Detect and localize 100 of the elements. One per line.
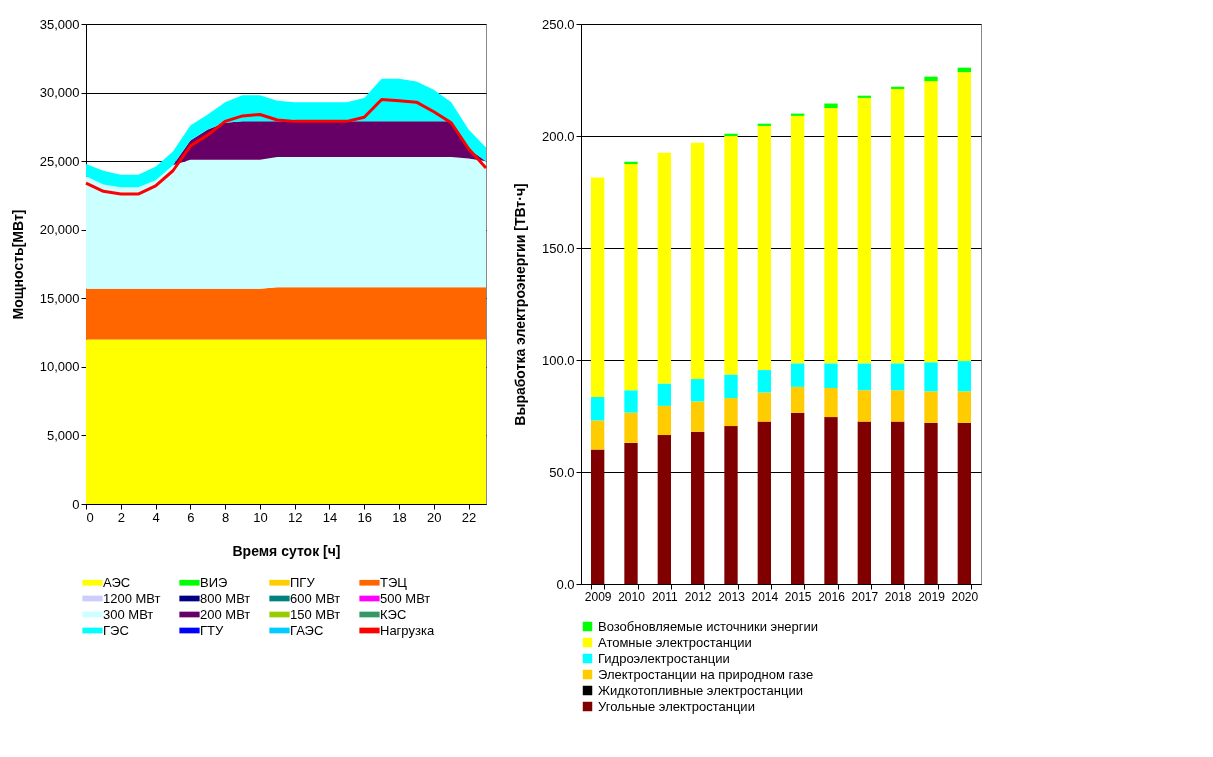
- legend-label: 800 МВт: [200, 590, 251, 606]
- bar: [824, 108, 838, 364]
- x-tick-label: 14: [322, 509, 338, 525]
- bar: [924, 391, 938, 423]
- bar: [891, 363, 905, 391]
- x-tick-label: 2017: [851, 589, 879, 604]
- bar: [957, 72, 971, 362]
- x-tick-label: 2018: [884, 589, 912, 604]
- legend-label: ГАЭС: [290, 622, 324, 638]
- bar: [891, 390, 905, 422]
- bar: [924, 76, 938, 82]
- bar: [891, 88, 905, 364]
- x-axis-title: Время суток [ч]: [232, 542, 341, 559]
- x-tick-label: 10: [253, 509, 268, 525]
- bar: [957, 422, 971, 584]
- bar: [624, 442, 638, 584]
- y-tick-label: 50.0: [549, 464, 575, 480]
- bar: [791, 412, 805, 584]
- bar: [657, 152, 671, 384]
- bar: [591, 420, 605, 450]
- bar: [857, 421, 871, 584]
- x-tick-label: 2009: [584, 589, 612, 604]
- y-tick-label: 15,000: [39, 290, 80, 306]
- bar: [724, 136, 738, 375]
- legend-label: ПГУ: [290, 574, 316, 590]
- x-tick-label: 20: [427, 509, 442, 525]
- bar: [957, 361, 971, 392]
- legend-label: 300 МВт: [103, 606, 154, 622]
- y-axis-title: Мощность[МВт]: [9, 209, 26, 320]
- x-tick-label: 6: [187, 509, 195, 525]
- bar: [857, 390, 871, 422]
- bar: [591, 396, 605, 421]
- legend-label: Электростанции на природном газе: [598, 666, 814, 682]
- bar: [924, 81, 938, 363]
- x-tick-label: 2016: [818, 589, 846, 604]
- y-tick-label: 10,000: [39, 359, 80, 375]
- legend-label: АЭС: [103, 574, 131, 590]
- bar: [657, 435, 671, 584]
- bar: [624, 164, 638, 391]
- x-tick-label: 2015: [784, 589, 812, 604]
- x-tick-label: 2: [117, 509, 125, 525]
- bar: [891, 421, 905, 584]
- bar: [824, 103, 838, 108]
- legend-label: Возобновляемые источники энергии: [598, 618, 819, 634]
- legend-label: ГЭС: [103, 622, 129, 638]
- x-tick-label: 2020: [951, 589, 979, 604]
- bar: [624, 390, 638, 413]
- bar: [724, 133, 738, 136]
- y-tick-label: 30,000: [39, 85, 80, 101]
- bar: [724, 426, 738, 584]
- x-tick-label: 2014: [751, 589, 779, 604]
- bar: [724, 398, 738, 427]
- y-axis-title: Выработка электроэнергии [ТВт·ч]: [511, 183, 528, 426]
- legend-label: 1200 МВт: [103, 590, 161, 606]
- x-tick-label: 18: [392, 509, 407, 525]
- bar: [857, 363, 871, 391]
- legend-label: ТЭЦ: [380, 574, 408, 590]
- x-tick-label: 4: [152, 509, 160, 525]
- legend-label: ВИЭ: [200, 574, 228, 590]
- legend-label: 150 МВт: [290, 606, 341, 622]
- bar: [624, 412, 638, 443]
- bar: [757, 370, 771, 393]
- legend-label: Нагрузка: [380, 622, 435, 638]
- x-tick-label: 8: [222, 509, 230, 525]
- bar: [791, 115, 805, 364]
- x-tick-label: 2012: [684, 589, 712, 604]
- bar: [824, 417, 838, 584]
- x-tick-label: 2013: [718, 589, 746, 604]
- legend-label: 500 МВт: [380, 590, 431, 606]
- x-tick-label: 2011: [651, 589, 679, 604]
- legend-label: Жидкотопливные электростанции: [598, 682, 803, 698]
- bar: [691, 379, 705, 402]
- legend-label: Атомные электростанции: [598, 634, 752, 650]
- bar: [857, 97, 871, 364]
- bar: [824, 363, 838, 388]
- bar: [791, 386, 805, 413]
- legend-label: Угольные электростанции: [598, 698, 755, 714]
- legend-label: ГТУ: [200, 622, 224, 638]
- bar: [824, 388, 838, 418]
- y-tick-label: 0.0: [556, 576, 575, 592]
- x-tick-label: 0: [86, 509, 94, 525]
- y-tick-label: 200.0: [541, 128, 575, 144]
- bar: [691, 401, 705, 432]
- x-tick-label: 2019: [918, 589, 946, 604]
- y-tick-label: 20,000: [39, 222, 80, 238]
- bar: [757, 421, 771, 584]
- bar: [757, 125, 771, 371]
- bar: [657, 383, 671, 406]
- bar: [591, 177, 605, 397]
- y-tick-label: 250.0: [541, 16, 575, 32]
- bar: [691, 142, 705, 380]
- bar: [924, 422, 938, 584]
- legend-label: 600 МВт: [290, 590, 341, 606]
- bar: [791, 363, 805, 387]
- legend-label: 200 МВт: [200, 606, 251, 622]
- x-tick-label: 12: [287, 509, 303, 525]
- x-tick-label: 22: [461, 509, 477, 525]
- y-tick-label: 35,000: [39, 16, 80, 32]
- line-series: [84, 97, 488, 196]
- y-tick-label: 5,000: [46, 427, 80, 443]
